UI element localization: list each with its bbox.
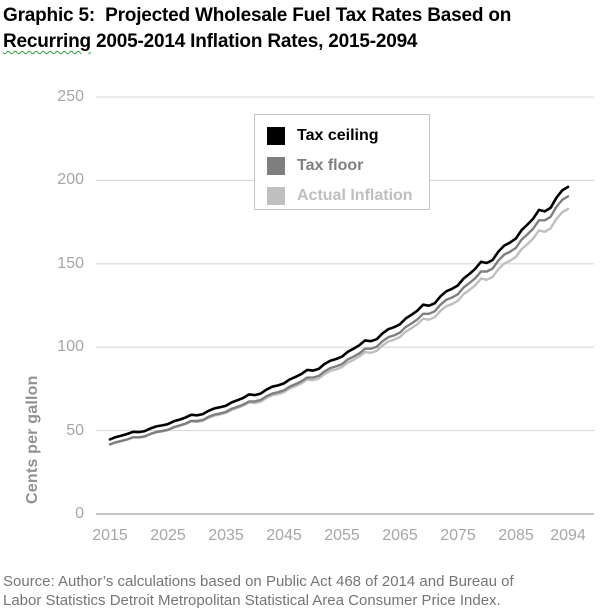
x-tick-label-2035: 2035 xyxy=(208,527,244,544)
series-line-actual-inflation xyxy=(108,207,570,446)
actual-inflation-swatch-icon xyxy=(267,187,285,205)
chart-title: Graphic 5: Projected Wholesale Fuel Tax … xyxy=(3,3,599,55)
source-note-line1: Source: Author’s calculations based on P… xyxy=(3,573,514,590)
y-tick-label-0: 0 xyxy=(75,505,84,522)
y-axis-title: Cents per gallon xyxy=(24,375,41,505)
tax-ceiling-swatch-icon xyxy=(267,127,285,145)
chart-legend: Tax ceiling Tax floor Actual Inflation xyxy=(254,114,430,210)
y-tick-label-200: 200 xyxy=(57,171,84,188)
y-tick-label-150: 150 xyxy=(57,255,84,272)
legend-item-tax-ceiling: Tax ceiling xyxy=(267,121,429,151)
x-tick-label-2055: 2055 xyxy=(324,527,360,544)
source-note-line2: Labor Statistics Detroit Metropolitan St… xyxy=(3,592,501,609)
legend-item-tax-floor: Tax floor xyxy=(267,151,429,181)
chart-title-line1: Graphic 5: Projected Wholesale Fuel Tax … xyxy=(3,5,512,26)
x-tick-label-2065: 2065 xyxy=(382,527,418,544)
y-tick-label-100: 100 xyxy=(57,338,84,355)
chart-title-flagged-word: Recurring xyxy=(3,31,91,52)
x-tick-label-2085: 2085 xyxy=(498,527,534,544)
legend-label-tax-floor: Tax floor xyxy=(297,157,364,174)
x-tick-label-2045: 2045 xyxy=(266,527,302,544)
source-note: Source: Author’s calculations based on P… xyxy=(3,572,597,610)
x-tick-label-2094: 2094 xyxy=(550,527,586,544)
chart-title-line2-rest: 2005-2014 Inflation Rates, 2015-2094 xyxy=(90,31,418,52)
legend-label-actual-inflation: Actual Inflation xyxy=(297,187,413,204)
legend-label-tax-ceiling: Tax ceiling xyxy=(297,127,379,144)
x-tick-label-2015: 2015 xyxy=(92,527,128,544)
y-tick-label-50: 50 xyxy=(66,422,84,439)
legend-item-actual-inflation: Actual Inflation xyxy=(267,181,429,211)
y-tick-label-250: 250 xyxy=(57,88,84,105)
series-line-tax-floor xyxy=(108,195,570,446)
series-line-tax-ceiling xyxy=(108,185,570,441)
x-tick-label-2075: 2075 xyxy=(440,527,476,544)
tax-floor-swatch-icon xyxy=(267,157,285,175)
x-tick-label-2025: 2025 xyxy=(150,527,186,544)
